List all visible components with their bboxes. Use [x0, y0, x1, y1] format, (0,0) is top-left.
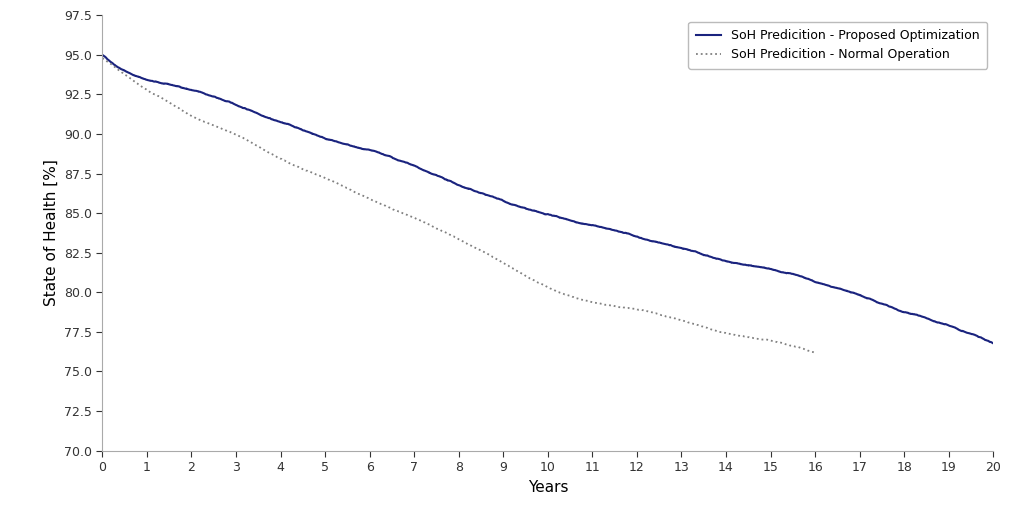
Legend: SoH Predicition - Proposed Optimization, SoH Predicition - Normal Operation: SoH Predicition - Proposed Optimization,… [688, 22, 987, 69]
SoH Predicition - Normal Operation [809, 350, 821, 356]
SoH Predicition - Normal Operation [180, 110, 193, 116]
SoH Predicition - Proposed Optimization [96, 52, 109, 58]
SoH Predicition - Proposed Optimization [198, 90, 210, 96]
Y-axis label: State of Health [%]: State of Health [%] [43, 160, 58, 306]
SoH Predicition - Proposed Optimization [987, 340, 999, 347]
Line: SoH Predicition - Normal Operation: SoH Predicition - Normal Operation [102, 58, 815, 353]
SoH Predicition - Normal Operation [398, 211, 411, 217]
X-axis label: Years: Years [527, 480, 568, 495]
Line: SoH Predicition - Proposed Optimization: SoH Predicition - Proposed Optimization [102, 55, 993, 344]
SoH Predicition - Proposed Optimization [251, 110, 263, 116]
SoH Predicition - Normal Operation [96, 55, 109, 61]
SoH Predicition - Proposed Optimization [476, 190, 488, 197]
SoH Predicition - Normal Operation [414, 217, 426, 223]
SoH Predicition - Normal Operation [502, 262, 514, 268]
SoH Predicition - Normal Operation [152, 93, 164, 99]
SoH Predicition - Proposed Optimization [438, 176, 451, 182]
SoH Predicition - Normal Operation [426, 223, 438, 229]
SoH Predicition - Proposed Optimization [970, 332, 982, 338]
SoH Predicition - Proposed Optimization [873, 300, 886, 306]
